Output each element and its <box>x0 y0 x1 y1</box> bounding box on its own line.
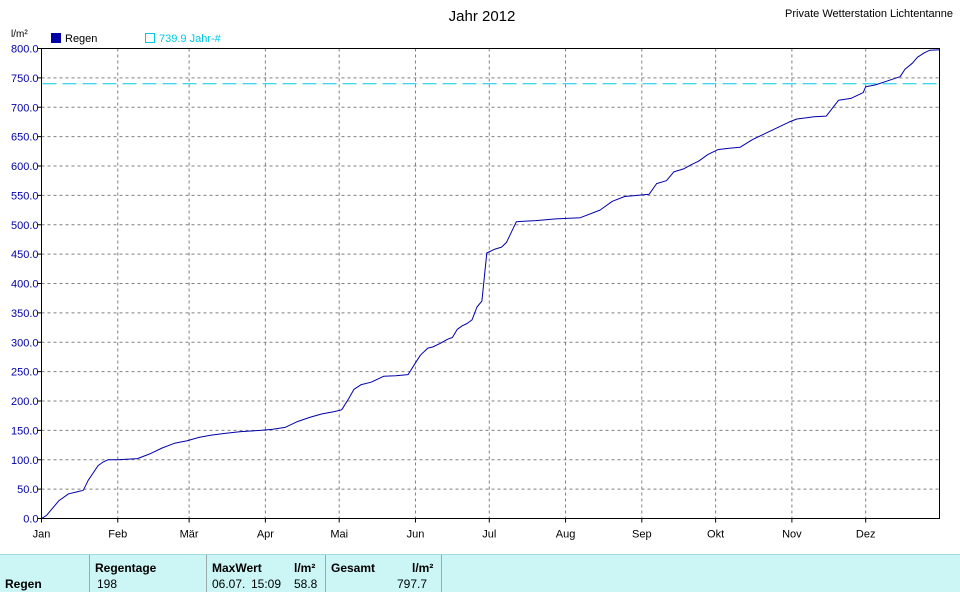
y-tick-label: 550.0 <box>11 190 39 202</box>
x-tick-label: Mär <box>180 529 199 541</box>
y-tick-label: 300.0 <box>11 337 39 349</box>
y-tick-label: 500.0 <box>11 220 39 232</box>
legend-series-swatch <box>51 33 61 43</box>
regentage-value: 198 <box>97 577 118 591</box>
maxwert-value: 58.8 <box>294 577 318 591</box>
x-tick-label: Feb <box>108 529 127 541</box>
x-tick-label: Nov <box>782 529 802 541</box>
gesamt-value: 797.7 <box>397 577 428 591</box>
y-tick-label: 150.0 <box>11 425 39 437</box>
legend-reference-label: 739.9 Jahr-# <box>159 33 222 45</box>
y-tick-label: 350.0 <box>11 308 39 320</box>
x-tick-label: Jun <box>407 529 425 541</box>
y-tick-label: 650.0 <box>11 132 39 144</box>
regentage-header: Regentage <box>95 561 157 575</box>
y-tick-label: 100.0 <box>11 455 39 467</box>
x-tick-label: Sep <box>632 529 652 541</box>
y-tick-label: 800.0 <box>11 44 39 56</box>
y-tick-label: 200.0 <box>11 396 39 408</box>
y-tick-label: 0.0 <box>23 514 38 526</box>
y-tick-label: 50.0 <box>17 484 38 496</box>
series-line-regen <box>41 49 940 519</box>
y-tick-label: 750.0 <box>11 73 39 85</box>
grid <box>41 48 940 519</box>
x-tick-label: Dez <box>856 529 876 541</box>
maxwert-date: 06.07. <box>212 577 246 591</box>
x-tick-label: Mai <box>330 529 348 541</box>
y-tick-label: 250.0 <box>11 367 39 379</box>
x-tick-label: Aug <box>556 529 576 541</box>
x-tick-label: Apr <box>257 529 274 541</box>
maxwert-header: MaxWert <box>212 561 262 575</box>
x-tick-label: Jul <box>482 529 496 541</box>
gesamt-header: Gesamt <box>331 561 376 575</box>
gesamt-unit: l/m² <box>412 561 434 575</box>
stats-row-label: Regen <box>5 577 42 591</box>
legend-series-label: Regen <box>65 33 97 45</box>
y-tick-label: 600.0 <box>11 161 39 173</box>
station-name: Private Wetterstation Lichtentanne <box>785 8 953 20</box>
y-unit-label: l/m² <box>11 29 28 40</box>
plot-frame <box>41 48 940 519</box>
y-tick-label: 700.0 <box>11 102 39 114</box>
y-axis-ticks: 0.0 50.0 100.0 150.0 200.0 250.0 300.0 350.0 400… <box>11 44 42 526</box>
x-tick-label: Okt <box>707 529 724 541</box>
y-tick-label: 400.0 <box>11 279 39 291</box>
x-axis-ticks: Jan Feb Mär Apr Mai Jun Jul Aug Sep Okt Nov Dez <box>33 518 876 541</box>
maxwert-unit: l/m² <box>294 561 316 575</box>
series-layer <box>41 49 940 519</box>
legend-reference-swatch <box>145 33 155 43</box>
rain-chart: Jahr 2012 Private Wetterstation Lichtent… <box>11 8 953 541</box>
x-tick-label: Jan <box>33 529 51 541</box>
y-tick-label: 450.0 <box>11 249 39 261</box>
chart-title: Jahr 2012 <box>449 8 516 25</box>
statistics-table: Regen Regentage 198 MaxWert l/m² 06.07. … <box>0 554 960 592</box>
maxwert-time: 15:09 <box>251 577 282 591</box>
